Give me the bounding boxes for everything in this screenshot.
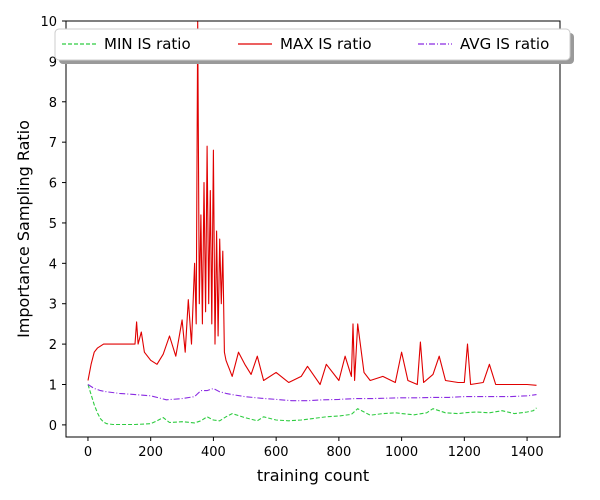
legend-label-2: AVG IS ratio [460, 35, 549, 53]
x-tick-label: 0 [84, 445, 92, 460]
axes: 0 200 400 600 800 1000 1200 1400 0 1 2 3 4 5 6 7 8 9 10 [40, 15, 561, 460]
y-tick-label: 3 [49, 298, 57, 313]
x-tick-label: 1000 [385, 445, 418, 460]
legend-label-1: MAX IS ratio [280, 35, 372, 53]
x-tick-label: 200 [138, 445, 163, 460]
y-tick-label: 9 [49, 55, 57, 70]
x-tick-label: 1400 [511, 445, 544, 460]
y-tick-label: 4 [49, 257, 57, 272]
y-tick-label: 5 [49, 217, 57, 232]
y-tick-label: 0 [49, 419, 57, 434]
y-tick-label: 1 [49, 378, 57, 393]
y-tick-label: 7 [49, 136, 57, 151]
series-line-2 [87, 384, 537, 402]
y-tick-label: 6 [49, 177, 57, 192]
series-line-1 [87, 21, 537, 386]
x-axis-label: training count [257, 466, 369, 485]
legend-box [54, 28, 571, 61]
x-tick-label: 600 [264, 445, 289, 460]
legend: MIN IS ratio MAX IS ratio AVG IS ratio [54, 28, 574, 64]
y-tick-label: 2 [49, 338, 57, 353]
legend-label-0: MIN IS ratio [104, 35, 191, 53]
x-tick-label: 1200 [448, 445, 481, 460]
series-line-0 [87, 384, 537, 426]
x-tick-label: 400 [201, 445, 226, 460]
y-tick-label: 10 [40, 15, 57, 30]
x-tick-label: 800 [326, 445, 351, 460]
y-axis-label: Importance Sampling Ratio [14, 120, 33, 338]
plot-frame [65, 20, 561, 438]
series-group [87, 21, 537, 426]
y-tick-label: 8 [49, 96, 57, 111]
